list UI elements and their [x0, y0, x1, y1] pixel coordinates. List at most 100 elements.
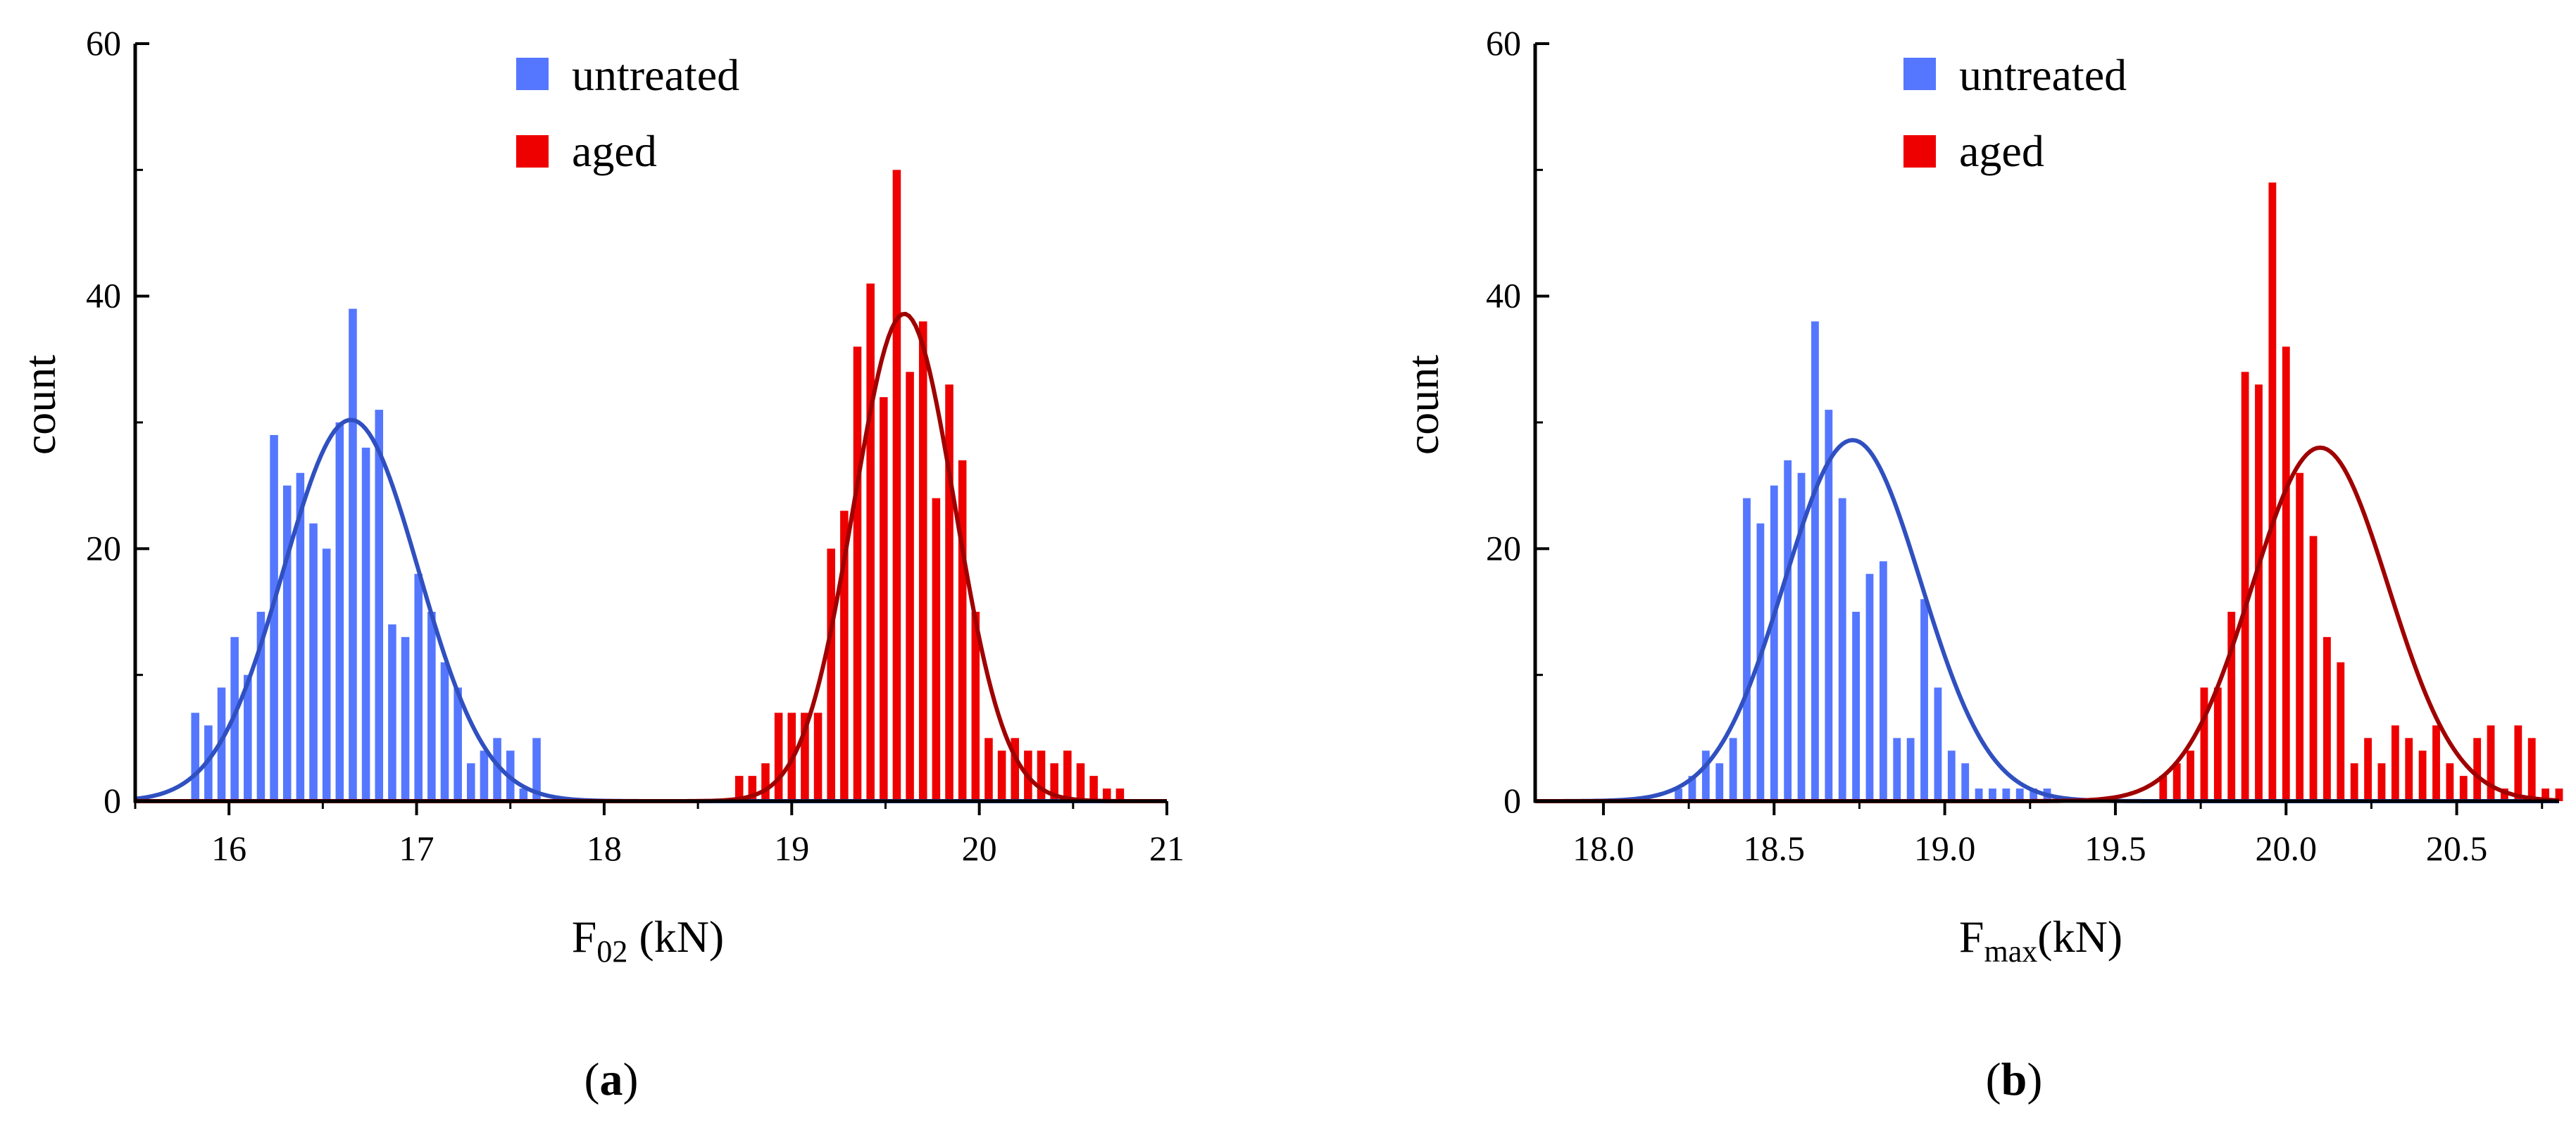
bar-aged — [2159, 776, 2168, 801]
bar-untreated — [480, 750, 489, 801]
bar-untreated — [427, 612, 436, 801]
bar-untreated — [1906, 738, 1915, 801]
bar-aged — [2432, 725, 2440, 801]
bar-untreated — [440, 662, 449, 801]
bar-aged — [2459, 776, 2468, 801]
panel-a-y-axis-title: count — [15, 355, 65, 455]
bar-aged — [2172, 763, 2181, 801]
bar-untreated — [375, 410, 384, 801]
bar-aged — [1050, 763, 1058, 801]
bar-untreated — [1701, 750, 1710, 801]
bar-aged — [892, 170, 901, 801]
bar-aged — [2350, 763, 2358, 801]
bar-aged — [801, 712, 809, 801]
bar-aged — [1089, 776, 1098, 801]
legend-label-aged: aged — [572, 126, 657, 176]
bar-untreated — [1879, 561, 1887, 801]
bar-aged — [2296, 472, 2304, 801]
bar-untreated — [282, 485, 292, 801]
bar-untreated — [519, 788, 528, 801]
bar-untreated — [1989, 788, 1996, 801]
x-tick-label: 19.5 — [2084, 829, 2146, 868]
bar-untreated — [493, 738, 501, 801]
bar-untreated — [1743, 498, 1751, 801]
bar-aged — [2200, 687, 2208, 801]
panel-a-legend: untreated aged — [516, 50, 739, 176]
legend-swatch-untreated — [516, 58, 549, 90]
bar-aged — [2527, 738, 2536, 801]
legend-label-untreated: untreated — [1959, 50, 2127, 100]
bar-untreated — [1675, 788, 1682, 801]
bar-aged — [813, 712, 823, 801]
x-tick-label: 20.0 — [2256, 829, 2318, 868]
y-tick-label: 40 — [1486, 276, 1521, 315]
panel-a-caption-letter: a — [600, 1054, 623, 1105]
bar-untreated — [191, 712, 200, 801]
panel-a-x-axis-title: F02 (kN) — [572, 912, 724, 969]
bar-aged — [2541, 788, 2550, 801]
bar-aged — [853, 346, 862, 801]
x-tick-label: 16 — [211, 829, 246, 868]
panel-a-x-axis-title-unit: (kN) — [627, 912, 724, 962]
panel-a-caption: (a) — [584, 1054, 639, 1105]
bar-untreated — [401, 636, 410, 801]
bar-untreated — [1975, 788, 1983, 801]
panel-a-x-axis-title-main: F — [572, 912, 597, 962]
bar-untreated — [1715, 763, 1724, 801]
bar-untreated — [1934, 687, 1942, 801]
bar-untreated — [349, 308, 357, 802]
panel-b-x-axis-title-sub: max — [1984, 934, 2037, 969]
y-tick-label: 60 — [86, 23, 121, 63]
bar-untreated — [388, 624, 396, 801]
bar-aged — [1011, 738, 1020, 801]
x-tick-label: 18.5 — [1744, 829, 1806, 868]
bar-aged — [2268, 182, 2277, 801]
bar-untreated — [1852, 612, 1860, 801]
bar-aged — [840, 510, 849, 801]
bar-untreated — [1729, 738, 1737, 801]
bar-aged — [748, 776, 757, 801]
x-tick-label: 19 — [774, 829, 809, 868]
bar-aged — [2391, 725, 2399, 801]
y-tick-label: 40 — [86, 276, 121, 315]
legend-label-untreated: untreated — [572, 50, 739, 100]
panel-a-x-axis-title-sub: 02 — [596, 934, 627, 969]
bar-untreated — [1784, 460, 1792, 801]
y-tick-label: 0 — [104, 781, 121, 820]
bar-aged — [2309, 536, 2318, 801]
bar-aged — [774, 712, 783, 801]
bar-aged — [1076, 763, 1085, 801]
bar-untreated — [1947, 750, 1956, 801]
bar-untreated — [361, 447, 370, 801]
bar-aged — [866, 283, 875, 802]
bar-aged — [2501, 788, 2508, 801]
y-tick-label: 60 — [1486, 23, 1521, 63]
legend-label-aged: aged — [1959, 126, 2044, 176]
x-tick-label: 21 — [1149, 829, 1184, 868]
bar-untreated — [454, 687, 462, 801]
bar-aged — [2377, 763, 2386, 801]
bar-aged — [2227, 612, 2236, 801]
bar-aged — [1037, 750, 1046, 801]
bar-aged — [2213, 687, 2222, 801]
bar-untreated — [256, 612, 265, 801]
bar-aged — [2555, 788, 2563, 801]
bar-untreated — [1920, 599, 1928, 801]
bar-aged — [932, 498, 941, 801]
bar-untreated — [296, 472, 305, 801]
y-tick-label: 20 — [86, 528, 121, 567]
bar-aged — [2514, 725, 2522, 801]
bar-aged — [997, 750, 1006, 801]
bar-untreated — [270, 434, 278, 801]
bar-aged — [1063, 750, 1072, 801]
bar-untreated — [1770, 485, 1778, 801]
bar-aged — [2337, 662, 2345, 801]
panel-b-x-axis-title-unit: (kN) — [2037, 912, 2122, 962]
bar-aged — [984, 738, 993, 801]
bar-aged — [958, 460, 967, 801]
bar-aged — [2487, 725, 2495, 801]
bar-aged — [2282, 346, 2290, 801]
bar-untreated — [1838, 498, 1846, 801]
